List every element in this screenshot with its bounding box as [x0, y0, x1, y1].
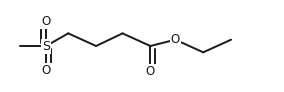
- Text: O: O: [41, 15, 51, 28]
- Text: O: O: [41, 64, 51, 77]
- Text: S: S: [42, 39, 50, 53]
- Text: O: O: [146, 65, 155, 78]
- Text: O: O: [171, 33, 180, 46]
